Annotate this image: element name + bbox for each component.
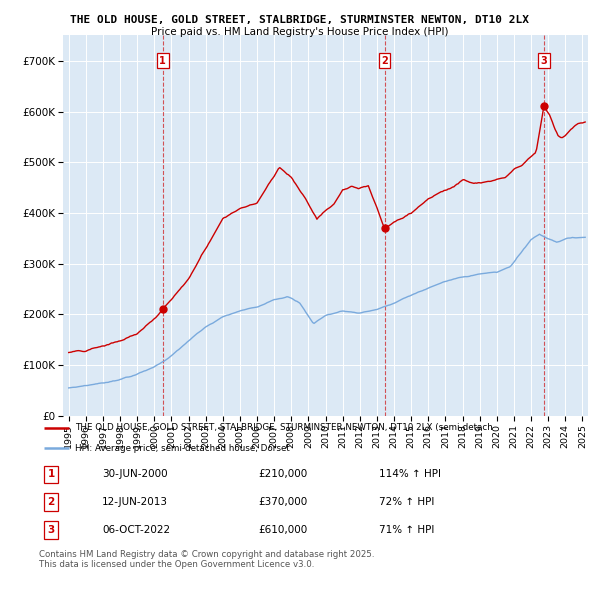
Text: 71% ↑ HPI: 71% ↑ HPI (379, 525, 435, 535)
Text: 3: 3 (47, 525, 55, 535)
Text: 3: 3 (541, 56, 547, 65)
Text: £210,000: £210,000 (259, 469, 308, 479)
Text: 30-JUN-2000: 30-JUN-2000 (102, 469, 168, 479)
Text: 72% ↑ HPI: 72% ↑ HPI (379, 497, 435, 507)
Text: HPI: Average price, semi-detached house, Dorset: HPI: Average price, semi-detached house,… (74, 444, 289, 453)
Text: £610,000: £610,000 (259, 525, 308, 535)
Text: 12-JUN-2013: 12-JUN-2013 (102, 497, 168, 507)
Text: 2: 2 (47, 497, 55, 507)
Text: £370,000: £370,000 (259, 497, 308, 507)
Text: THE OLD HOUSE, GOLD STREET, STALBRIDGE, STURMINSTER NEWTON, DT10 2LX (semi-detac: THE OLD HOUSE, GOLD STREET, STALBRIDGE, … (74, 424, 493, 432)
Text: 1: 1 (47, 469, 55, 479)
Text: Contains HM Land Registry data © Crown copyright and database right 2025.
This d: Contains HM Land Registry data © Crown c… (39, 550, 374, 569)
Text: Price paid vs. HM Land Registry's House Price Index (HPI): Price paid vs. HM Land Registry's House … (151, 27, 449, 37)
Text: THE OLD HOUSE, GOLD STREET, STALBRIDGE, STURMINSTER NEWTON, DT10 2LX: THE OLD HOUSE, GOLD STREET, STALBRIDGE, … (71, 15, 530, 25)
Text: 1: 1 (160, 56, 166, 65)
Text: 06-OCT-2022: 06-OCT-2022 (102, 525, 170, 535)
Text: 2: 2 (381, 56, 388, 65)
Text: 114% ↑ HPI: 114% ↑ HPI (379, 469, 442, 479)
